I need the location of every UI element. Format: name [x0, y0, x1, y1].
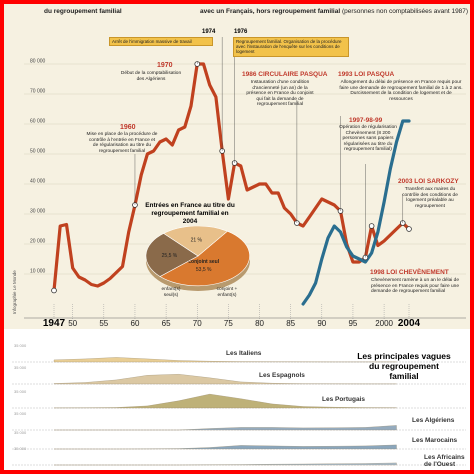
wave-area-1 — [53, 357, 397, 363]
event-marker-1947 — [51, 287, 57, 294]
wave-axis-label: 35 000 — [14, 365, 27, 370]
event-marker-1998 — [368, 223, 375, 229]
waves-title: Les principales vagues du regroupement f… — [357, 351, 451, 381]
header-right: avec un Français, hors regroupement fami… — [200, 8, 468, 15]
x-tick-label: 2004 — [398, 318, 421, 329]
pie-label-conjoint: conjoint seul — [188, 259, 219, 265]
pie-label-enfants: enfant(s) seul(s) — [161, 287, 181, 298]
pie-slice-2 — [145, 233, 199, 277]
wave-axis-label: 35 000 — [14, 411, 27, 416]
event-1976-text: Regroupement familial. Organisation de l… — [233, 37, 349, 57]
event-1986-year: 1986 CIRCULAIRE PASQUA — [242, 71, 328, 78]
pie-chart: conjoint seul 53,5 % 25,5 % 21 % — [145, 226, 250, 291]
series-line-2 — [301, 119, 411, 306]
header-left: du regroupement familial — [44, 8, 122, 15]
x-tick-label: 85 — [286, 319, 295, 328]
wave-area-4 — [54, 425, 397, 431]
event-1986-text: Instauration d'une condition d'anciennet… — [246, 80, 314, 108]
main-chart-panel: 10 000 20 000 30 000 40 000 50 000 60 000 70 0… — [4, 4, 470, 329]
band-label-espagnols: Les Espagnols — [259, 372, 305, 379]
y-tick-label: 70 000 — [30, 89, 46, 95]
waves-chart: 35 000 35 000 35 000 35 000 35 000 35 000 — [12, 343, 466, 466]
wave-axis-label: 35 000 — [14, 430, 27, 435]
event-1998-text: Chevènement ramène à un an le délai de p… — [371, 278, 460, 295]
event-1976-year: 1976 — [234, 29, 248, 35]
x-tick-label: 50 — [68, 319, 77, 328]
event-1997-year: 1997-98-99 — [349, 117, 383, 124]
wave-axis-label: 35 000 — [14, 343, 27, 348]
band-label-marocains: Les Marocains — [412, 437, 458, 444]
wave-area-3 — [53, 393, 397, 409]
event-marker-2004 — [406, 226, 412, 232]
y-tick-label: 80 000 — [30, 59, 46, 65]
inset-title: Entrées en France au titre du regroupeme… — [145, 202, 235, 225]
wave-area-2 — [53, 374, 397, 385]
y-tick-label: 40 000 — [30, 179, 46, 185]
x-tick-label: 75 — [224, 319, 233, 328]
event-1960-text: Mise en place de la procédure de contrôl… — [86, 132, 158, 154]
x-tick-label: 55 — [99, 319, 108, 328]
wave-axis-label: 35 000 — [14, 446, 27, 451]
band-label-algeriens: Les Algériens — [412, 417, 455, 424]
header-right-bold: avec un Français, hors regroupement fami… — [200, 8, 341, 15]
infographic: 10 000 20 000 30 000 40 000 50 000 60 000 70 0… — [4, 4, 470, 470]
event-1974-year: 1974 — [202, 29, 216, 35]
x-tick-label: 1947 — [43, 318, 66, 329]
y-tick-label: 20 000 — [30, 239, 46, 245]
wave-area-6 — [54, 462, 397, 466]
event-1993-year: 1993 LOI PASQUA — [338, 71, 395, 78]
x-tick-label: 2000 — [375, 319, 393, 328]
pie-value-label: 53,5 % — [196, 267, 212, 273]
main-line-chart: 10 000 20 000 30 000 40 000 50 000 60 000 70 0… — [24, 37, 466, 329]
x-tick-label: 95 — [348, 319, 357, 328]
x-tick-label: 60 — [131, 319, 140, 328]
pie-slice-1 — [159, 230, 250, 287]
header-right-normal: (personnes non comptabilisées avant 1987… — [341, 8, 469, 15]
event-2003-year: 2003 LOI SARKOZY — [398, 178, 459, 185]
pie-value-label: 21 % — [191, 238, 203, 244]
event-1960-year: 1960 — [120, 124, 136, 131]
band-label-portugais: Les Portugais — [322, 396, 365, 403]
band-label-italiens: Les Italiens — [226, 350, 262, 357]
event-1970-year: 1970 — [157, 62, 173, 69]
x-tick-label: 90 — [317, 319, 326, 328]
event-1997-text: Opération de régularisation Chevènement … — [339, 125, 397, 153]
event-2003-text: Transfert aux maires du contrôle des con… — [402, 187, 458, 209]
x-tick-label: 80 — [255, 319, 264, 328]
credit: Infographie Le Monde — [12, 270, 17, 314]
wave-axis-label: 35 000 — [14, 389, 27, 394]
y-tick-label: 10 000 — [30, 269, 46, 275]
pie-value-label: 25,5 % — [162, 253, 178, 259]
event-1970-text: Début de la comptabilisation des Algérie… — [120, 71, 182, 82]
x-tick-label: 65 — [162, 319, 171, 328]
wave-area-5 — [54, 444, 397, 450]
event-1998-year: 1998 LOI CHEVÈNEMENT — [370, 269, 449, 276]
pie-slice-3 — [163, 226, 228, 257]
y-tick-label: 50 000 — [30, 149, 46, 155]
pie-label-both: conjoint + enfant(s) — [216, 287, 238, 298]
event-1993-text: Allongement du délai de présence en Fran… — [339, 80, 463, 102]
event-1974-text: Arrêt de l'immigration massive de travai… — [109, 37, 213, 47]
band-label-africains: Les Africains de l'Ouest — [424, 454, 465, 468]
x-tick-label: 70 — [193, 319, 202, 328]
y-tick-label: 60 000 — [30, 119, 46, 125]
y-tick-label: 30 000 — [30, 209, 46, 215]
